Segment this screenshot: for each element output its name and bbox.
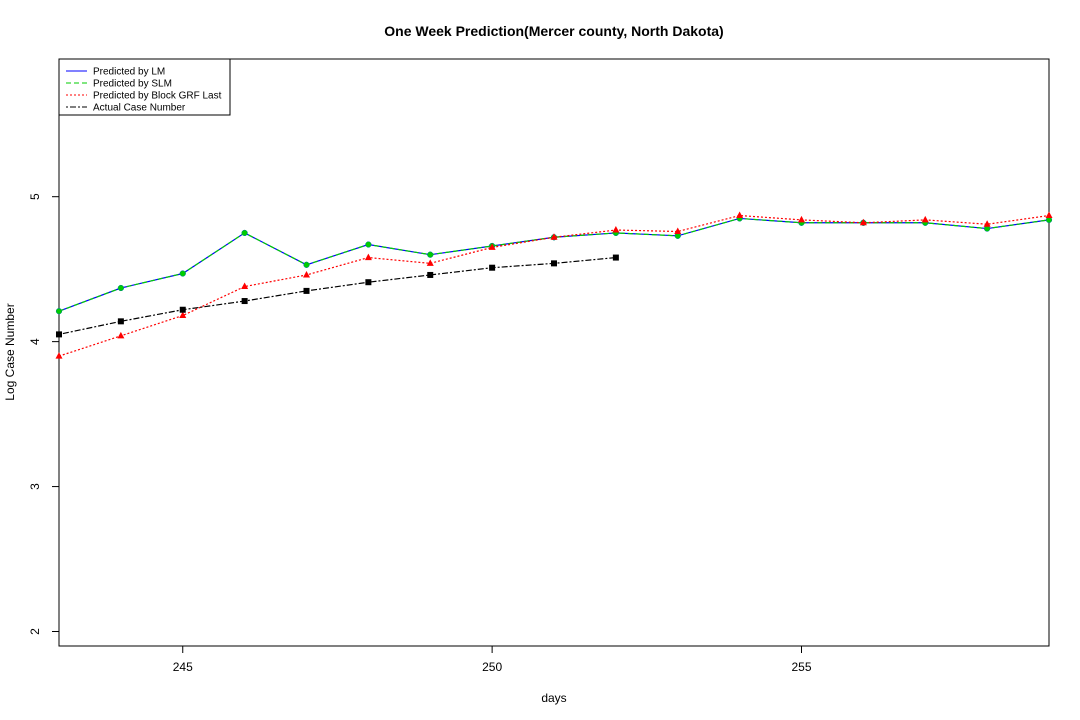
x-tick-label: 255 bbox=[791, 660, 811, 674]
data-point bbox=[674, 227, 682, 234]
data-point bbox=[1045, 211, 1053, 219]
series-2 bbox=[55, 211, 1053, 359]
legend-box bbox=[58, 58, 231, 116]
data-point bbox=[921, 215, 929, 223]
chart-title: One Week Prediction(Mercer county, North… bbox=[384, 23, 723, 39]
legend-label: Predicted by Block GRF Last bbox=[93, 91, 222, 102]
data-point bbox=[303, 261, 310, 268]
data-point bbox=[303, 287, 310, 294]
y-axis: 2 3 4 5 bbox=[28, 193, 59, 635]
x-tick-label: 250 bbox=[482, 660, 502, 674]
data-point bbox=[859, 218, 867, 226]
data-point bbox=[426, 259, 434, 266]
data-point bbox=[365, 241, 372, 248]
data-point bbox=[551, 260, 557, 267]
data-point bbox=[303, 270, 310, 278]
data-point bbox=[427, 271, 434, 278]
y-tick-label: 2 bbox=[28, 628, 42, 635]
y-axis-label: Log Case Number bbox=[3, 303, 17, 400]
data-point bbox=[241, 229, 248, 236]
x-axis-label: days bbox=[541, 691, 566, 705]
data-point bbox=[365, 279, 372, 286]
data-point bbox=[612, 254, 619, 261]
data-point bbox=[55, 308, 63, 315]
data-point bbox=[117, 284, 124, 292]
data-point bbox=[179, 270, 186, 277]
y-tick-label: 4 bbox=[28, 338, 42, 345]
data-point bbox=[364, 253, 372, 261]
data-point bbox=[983, 220, 991, 227]
series-line bbox=[58, 217, 1050, 312]
x-tick-label: 245 bbox=[173, 660, 193, 674]
data-point bbox=[489, 264, 496, 271]
data-point bbox=[798, 215, 805, 223]
series-line bbox=[58, 256, 616, 335]
data-point bbox=[55, 352, 63, 359]
data-point bbox=[56, 331, 62, 338]
data-point bbox=[488, 243, 496, 250]
data-point bbox=[612, 226, 620, 233]
x-axis: 245 250 255 bbox=[173, 646, 812, 674]
data-point bbox=[241, 282, 249, 290]
plot-area-frame bbox=[58, 58, 1050, 647]
data-point bbox=[736, 211, 744, 219]
legend-label: Predicted by SLM bbox=[93, 79, 172, 90]
data-point bbox=[427, 251, 434, 258]
legend-label: Actual Case Number bbox=[93, 103, 186, 114]
series-layer bbox=[55, 211, 1053, 359]
data-point bbox=[550, 233, 558, 240]
data-point bbox=[179, 306, 186, 313]
data-point bbox=[241, 298, 248, 305]
series-3 bbox=[56, 254, 619, 338]
y-tick-label: 3 bbox=[28, 483, 42, 490]
data-point bbox=[117, 331, 125, 339]
y-tick-label: 5 bbox=[28, 193, 42, 200]
data-point bbox=[179, 311, 187, 319]
data-point bbox=[117, 318, 124, 325]
legend-label: Predicted by LM bbox=[93, 67, 165, 78]
